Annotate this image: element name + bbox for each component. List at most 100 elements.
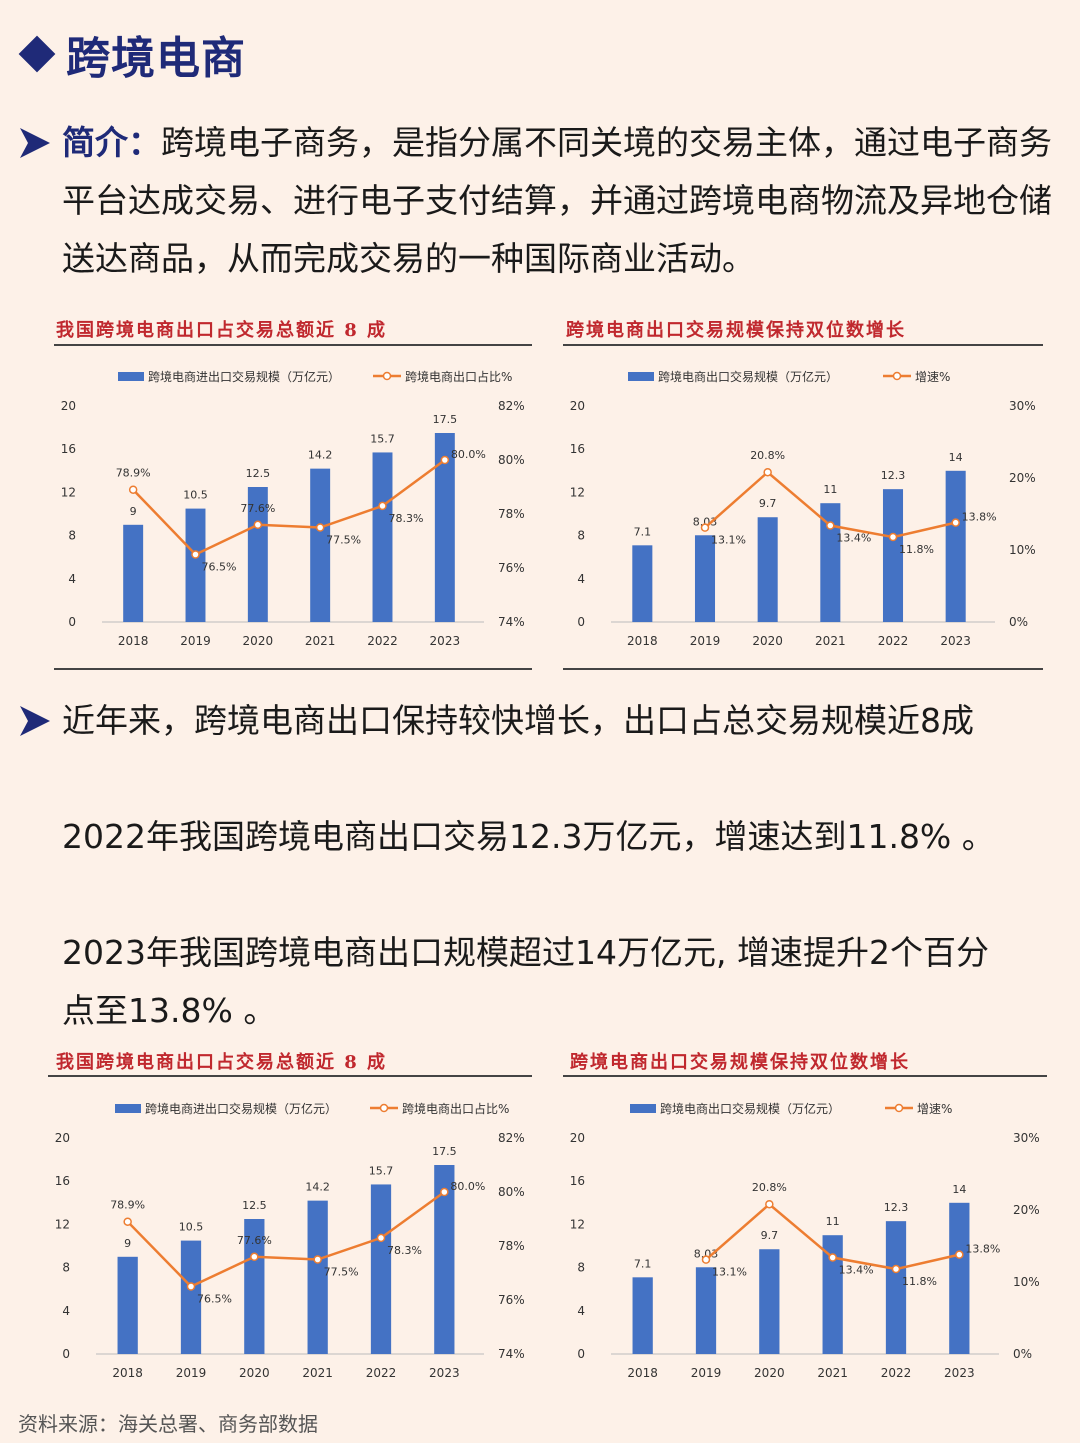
legend-bar-swatch xyxy=(115,1104,141,1113)
line-value-label: 76.5% xyxy=(197,1293,232,1306)
line-value-label: 20.8% xyxy=(750,449,785,462)
category-label: 2020 xyxy=(752,634,783,648)
legend-line-label: 增速% xyxy=(915,370,950,384)
line-value-label: 80.0% xyxy=(451,448,486,461)
bar-value-label: 15.7 xyxy=(369,1164,394,1177)
left-tick-label: 20 xyxy=(570,399,585,413)
category-label: 2020 xyxy=(239,1366,270,1380)
right-tick-label: 0% xyxy=(1013,1347,1032,1361)
left-tick-label: 0 xyxy=(577,615,585,629)
line-point xyxy=(700,523,710,532)
line-point xyxy=(250,1252,259,1262)
bar-value-label: 11 xyxy=(823,483,837,496)
line-value-label: 78.9% xyxy=(110,1199,145,1212)
left-tick-label: 12 xyxy=(61,485,76,499)
bar-value-label: 12.5 xyxy=(242,1199,266,1212)
left-tick-label: 12 xyxy=(570,1217,585,1231)
chart-2-title: 跨境电商出口交易规模保持双位数增长 xyxy=(566,320,906,341)
bar-value-label: 12.5 xyxy=(246,467,270,480)
left-tick-label: 4 xyxy=(68,572,76,586)
line-point xyxy=(123,1217,132,1226)
line-value-label: 80.0% xyxy=(450,1180,485,1193)
right-tick-label: 76% xyxy=(498,561,525,575)
line-point xyxy=(376,1233,386,1243)
line-point xyxy=(828,1253,837,1262)
line-value-label: 11.8% xyxy=(902,1275,937,1288)
line-point xyxy=(191,550,200,559)
bar xyxy=(180,1240,202,1354)
line-point xyxy=(440,455,450,465)
left-tick-label: 16 xyxy=(570,1174,585,1188)
chart-3: 跨境电商进出口交易规模（万亿元） 跨境电商出口占比% 0 4 8 12 16 20 74% 76%… xyxy=(55,1101,525,1380)
series-line xyxy=(132,458,446,557)
left-tick-label: 4 xyxy=(577,572,585,586)
legend-bar-label: 跨境电商出口交易规模（万亿元） xyxy=(658,369,838,384)
category-label: 2020 xyxy=(754,1366,785,1380)
right-tick-label: 0% xyxy=(1009,615,1028,629)
bar xyxy=(822,1235,843,1354)
category-label: 2020 xyxy=(243,634,274,648)
bar xyxy=(885,1221,907,1354)
bar-value-label: 14 xyxy=(952,1183,966,1196)
line-value-label: 77.5% xyxy=(324,1266,359,1279)
right-tick-label: 82% xyxy=(498,399,525,413)
bar-value-label: 17.5 xyxy=(432,1145,457,1158)
line-value-label: 78.3% xyxy=(387,1244,422,1257)
bar xyxy=(370,1184,392,1354)
page-title: 跨境电商 xyxy=(66,33,246,84)
left-tick-label: 4 xyxy=(577,1304,585,1318)
chart-1-title: 我国跨境电商出口占交易总额近 8 成 xyxy=(56,320,388,341)
line-value-label: 20.8% xyxy=(752,1181,787,1194)
chart-2-bottom-rule xyxy=(563,668,1043,670)
chart-1: 跨境电商进出口交易规模（万亿元） 跨境电商出口占比% 0 4 8 12 16 20 74% 76%… xyxy=(61,369,525,648)
arrow-bullet-icon xyxy=(20,706,50,736)
left-tick-label: 20 xyxy=(61,399,76,413)
category-label: 2022 xyxy=(367,634,398,648)
category-label: 2021 xyxy=(815,634,846,648)
right-tick-label: 80% xyxy=(498,1185,525,1199)
legend-line-label: 跨境电商出口占比% xyxy=(402,1101,509,1116)
chart-4-title: 跨境电商出口交易规模保持双位数增长 xyxy=(570,1052,910,1073)
line-value-label: 76.5% xyxy=(202,561,237,574)
category-label: 2023 xyxy=(430,634,461,648)
bar-value-label: 14 xyxy=(949,451,963,464)
bar-value-label: 9.7 xyxy=(759,497,777,510)
bar xyxy=(949,1202,970,1354)
right-tick-label: 74% xyxy=(498,1347,525,1361)
bar xyxy=(307,1200,328,1354)
right-tick-label: 78% xyxy=(498,507,525,521)
intro-lead: 简介： xyxy=(62,123,161,162)
category-label: 2018 xyxy=(118,634,149,648)
legend-line-label: 跨境电商出口占比% xyxy=(405,369,512,384)
category-label: 2018 xyxy=(627,1366,658,1380)
category-label: 2019 xyxy=(176,1366,207,1380)
legend-bar-swatch xyxy=(628,372,654,381)
bar xyxy=(434,1165,455,1354)
bar xyxy=(185,508,206,622)
chart-3-title: 我国跨境电商出口占交易总额近 8 成 xyxy=(56,1052,388,1073)
legend-line-marker xyxy=(379,1103,389,1113)
line-value-label: 78.9% xyxy=(116,467,151,480)
line-point xyxy=(186,1282,196,1291)
line-point xyxy=(951,518,960,527)
right-tick-label: 30% xyxy=(1009,399,1036,413)
line-point xyxy=(378,501,387,511)
diamond-icon xyxy=(18,35,56,73)
line-point xyxy=(440,1187,449,1197)
category-label: 2023 xyxy=(944,1366,975,1380)
line-point xyxy=(701,1255,711,1264)
chart-2: 跨境电商出口交易规模（万亿元） 增速% 0 4 8 12 16 20 0% 10% 20% 30% 7.… xyxy=(570,369,1036,648)
page-header: 跨境电商 xyxy=(18,22,246,86)
category-label: 2019 xyxy=(690,634,721,648)
bar-value-label: 14.2 xyxy=(305,1181,330,1194)
left-tick-label: 8 xyxy=(62,1261,70,1275)
intro-text: 跨境电子商务，是指分属不同关境的交易主体，通过电子商务平台达成交易、进行电子支付… xyxy=(62,123,1052,278)
legend-bar-swatch xyxy=(630,1104,656,1113)
left-tick-label: 12 xyxy=(570,485,585,499)
left-tick-label: 16 xyxy=(61,442,76,456)
category-label: 2019 xyxy=(691,1366,722,1380)
line-point xyxy=(763,467,772,477)
category-label: 2023 xyxy=(940,634,971,648)
left-tick-label: 4 xyxy=(62,1304,70,1318)
right-tick-label: 74% xyxy=(498,615,525,629)
